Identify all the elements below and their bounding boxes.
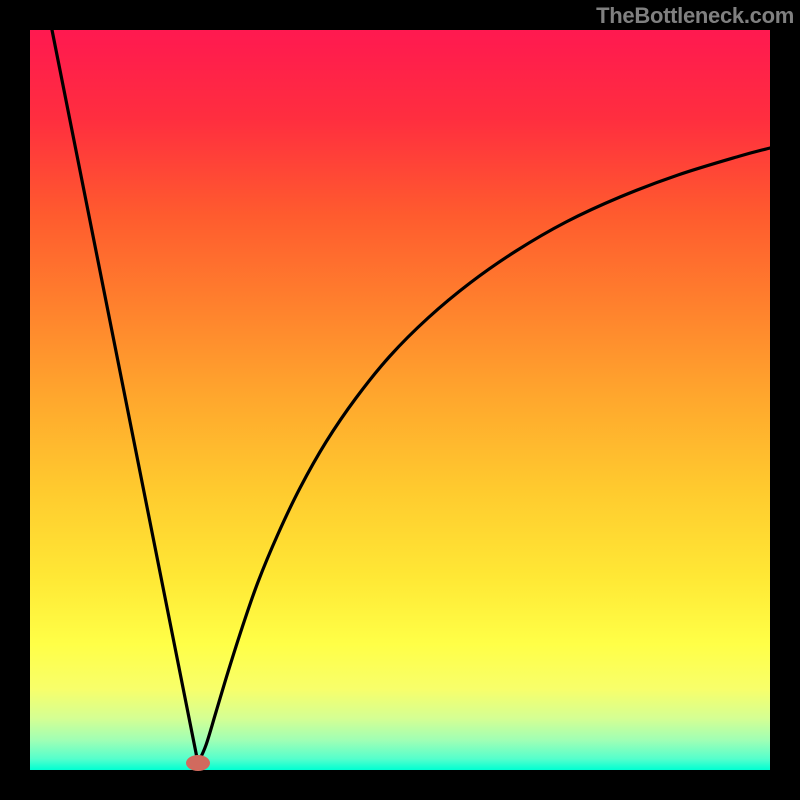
minimum-marker [186,755,210,771]
bottleneck-chart [0,0,800,800]
plot-area [30,30,770,770]
watermark-text: TheBottleneck.com [596,3,794,29]
chart-container: { "watermark": "TheBottleneck.com", "cha… [0,0,800,800]
